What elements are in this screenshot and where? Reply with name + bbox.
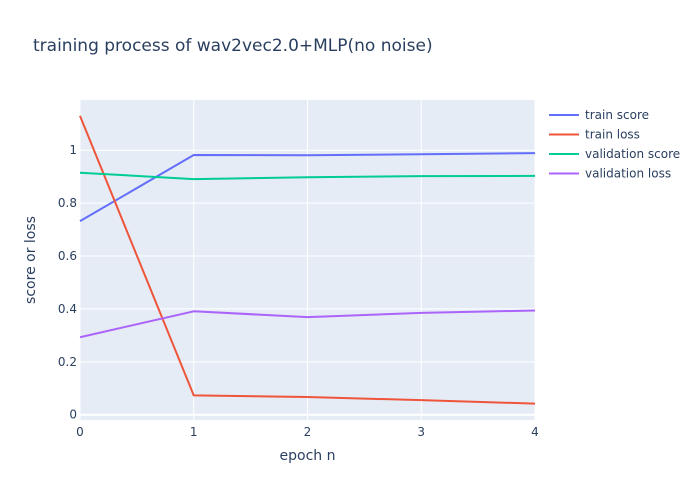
legend-label-train-loss: train loss xyxy=(585,128,640,142)
x-tick-label: 2 xyxy=(304,425,312,439)
y-tick-label: 0.6 xyxy=(58,249,77,263)
series-line-validation-loss xyxy=(79,309,536,339)
series-lines xyxy=(79,115,536,405)
tick-labels: 0 1 2 3 4 0 0.2 0.4 0.6 0.8 1 xyxy=(58,143,539,439)
legend: train score train loss validation score val… xyxy=(549,108,680,181)
y-tick-label: 0.4 xyxy=(58,302,77,316)
y-tick-label: 0.8 xyxy=(58,196,77,210)
x-tick-label: 4 xyxy=(531,425,539,439)
x-axis-title: epoch n xyxy=(280,448,336,464)
y-axis-title: score or loss xyxy=(23,216,39,304)
legend-label-validation-score: validation score xyxy=(585,147,680,161)
chart-title: training process of wav2vec2.0+MLP(no no… xyxy=(33,36,433,56)
x-tick-label: 0 xyxy=(76,425,84,439)
x-tick-label: 3 xyxy=(417,425,425,439)
y-tick-label: 0 xyxy=(69,408,77,422)
y-tick-label: 0.2 xyxy=(58,355,77,369)
series-line-train-loss xyxy=(79,115,536,405)
y-tick-label: 1 xyxy=(69,143,77,157)
legend-label-train-score: train score xyxy=(585,108,649,122)
x-tick-label: 1 xyxy=(190,425,198,439)
gridlines xyxy=(79,100,536,420)
series-line-validation-score xyxy=(79,171,536,181)
legend-label-validation-loss: validation loss xyxy=(585,167,671,181)
